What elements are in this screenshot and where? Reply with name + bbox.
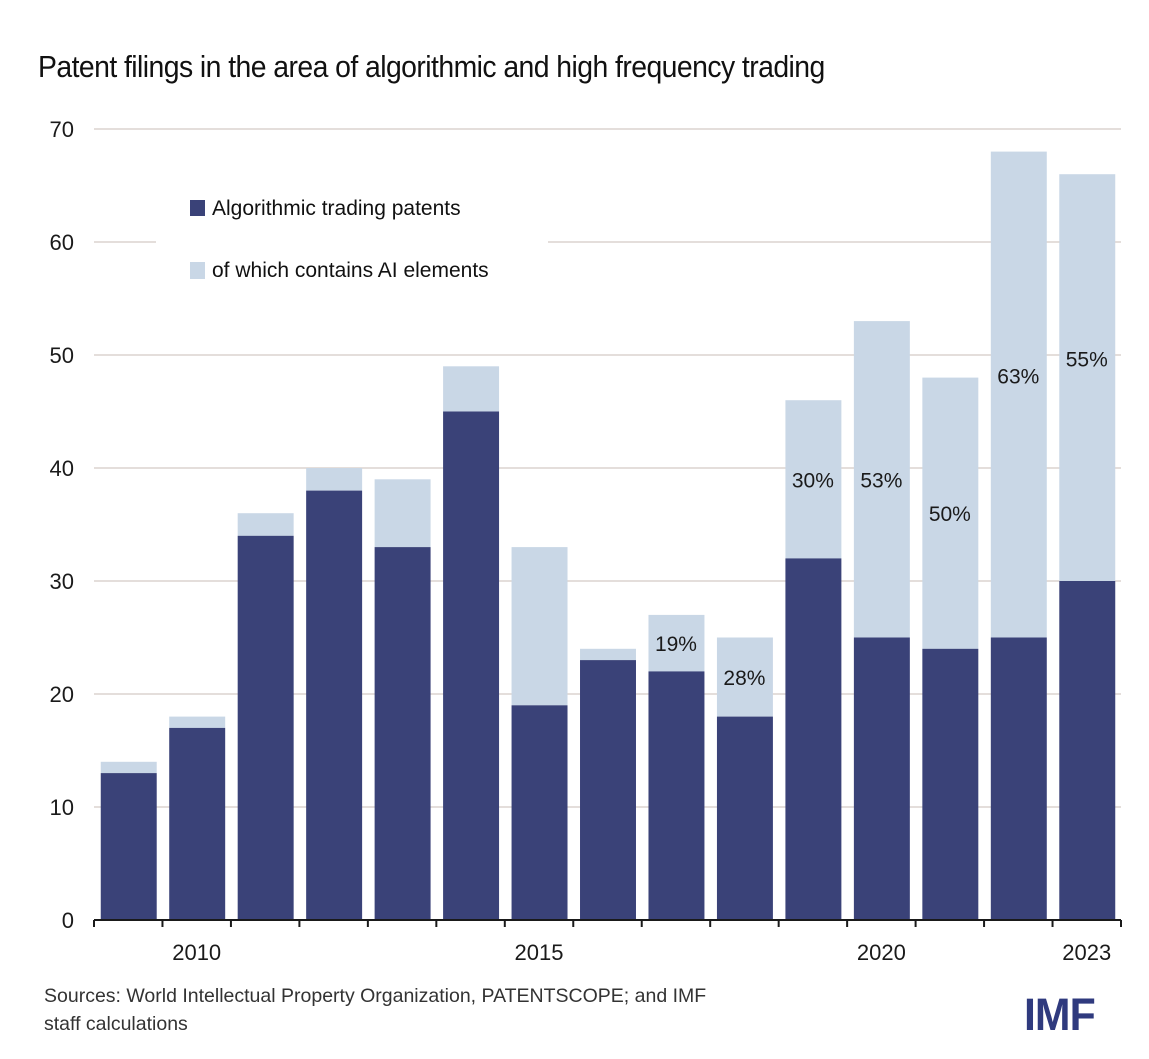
legend-label-ai: of which contains AI elements — [212, 259, 489, 282]
y-tick-label: 70 — [50, 117, 74, 142]
x-tick-label-2010: 2010 — [172, 940, 221, 965]
bar-algorithmic-2020 — [853, 637, 910, 920]
bar-ai-2013 — [374, 479, 431, 548]
percent-label-2023: 55% — [1066, 348, 1108, 371]
percent-labels: 19% 28% 30% 53% 50% 63% 55% — [655, 348, 1108, 690]
bar-algorithmic-2010 — [169, 727, 226, 920]
source-line-1: Sources: World Intellectual Property Org… — [44, 985, 707, 1007]
legend-label-algorithmic: Algorithmic trading patents — [212, 197, 461, 220]
bar-algorithmic-2009 — [100, 773, 157, 920]
bar-ai-2010 — [169, 716, 226, 728]
percent-label-2019: 30% — [792, 469, 834, 492]
percent-label-2017: 19% — [655, 633, 697, 656]
legend-swatch-ai — [190, 262, 205, 279]
bar-algorithmic-2021 — [922, 648, 979, 920]
bar-algorithmic-2014 — [443, 411, 500, 920]
percent-label-2018: 28% — [723, 667, 765, 690]
bar-algorithmic-2012 — [306, 490, 363, 920]
percent-label-2020: 53% — [860, 469, 902, 492]
y-axis-tick-labels: 0 10 20 30 40 50 60 70 — [50, 117, 74, 933]
bar-algorithmic-2013 — [374, 547, 431, 920]
y-tick-label: 0 — [62, 908, 74, 933]
bar-ai-2012 — [306, 468, 363, 491]
bar-algorithmic-2016 — [580, 660, 636, 920]
y-tick-label: 30 — [50, 569, 74, 594]
y-tick-label: 60 — [50, 230, 74, 255]
x-axis-tick-labels: 2010 2015 2020 2023 — [172, 940, 1111, 965]
bar-ai-2011 — [237, 513, 294, 536]
bar-ai-2023 — [1059, 174, 1116, 581]
bar-algorithmic-2022 — [990, 637, 1047, 920]
source-note: Sources: World Intellectual Property Org… — [44, 982, 904, 1038]
x-tick-label-2023: 2023 — [1062, 940, 1111, 965]
bars — [100, 151, 1116, 920]
bar-ai-2014 — [443, 366, 500, 412]
bar-ai-2017 — [648, 614, 705, 672]
bar-ai-2019 — [785, 400, 842, 559]
bar-ai-2009 — [100, 761, 157, 774]
imf-logo: IMF — [1024, 989, 1096, 1040]
x-tick-label-2015: 2015 — [515, 940, 564, 965]
bar-ai-2021 — [922, 377, 979, 649]
bar-ai-2022 — [990, 151, 1047, 638]
percent-label-2021: 50% — [929, 503, 971, 526]
chart-title: Patent filings in the area of algorithmi… — [38, 50, 825, 84]
x-axis — [93, 919, 1122, 927]
bar-algorithmic-2011 — [237, 535, 294, 920]
y-tick-label: 50 — [50, 343, 74, 368]
percent-label-2022: 63% — [997, 365, 1039, 388]
y-tick-label: 20 — [50, 682, 74, 707]
bar-algorithmic-2015 — [511, 705, 568, 920]
bar-algorithmic-2018 — [716, 716, 773, 920]
bar-algorithmic-2019 — [785, 558, 842, 920]
x-tick-label-2020: 2020 — [857, 940, 906, 965]
bar-ai-2020 — [853, 321, 910, 638]
legend: Algorithmic trading patents of which con… — [190, 197, 489, 282]
y-tick-label: 10 — [50, 795, 74, 820]
bar-ai-2016 — [580, 648, 636, 661]
bar-algorithmic-2023 — [1059, 581, 1116, 920]
bar-ai-2015 — [511, 547, 568, 706]
legend-swatch-algorithmic — [190, 200, 205, 216]
bar-ai-2018 — [716, 637, 773, 717]
source-line-2: staff calculations — [44, 1013, 188, 1035]
y-tick-label: 40 — [50, 456, 74, 481]
bar-algorithmic-2017 — [648, 671, 705, 920]
